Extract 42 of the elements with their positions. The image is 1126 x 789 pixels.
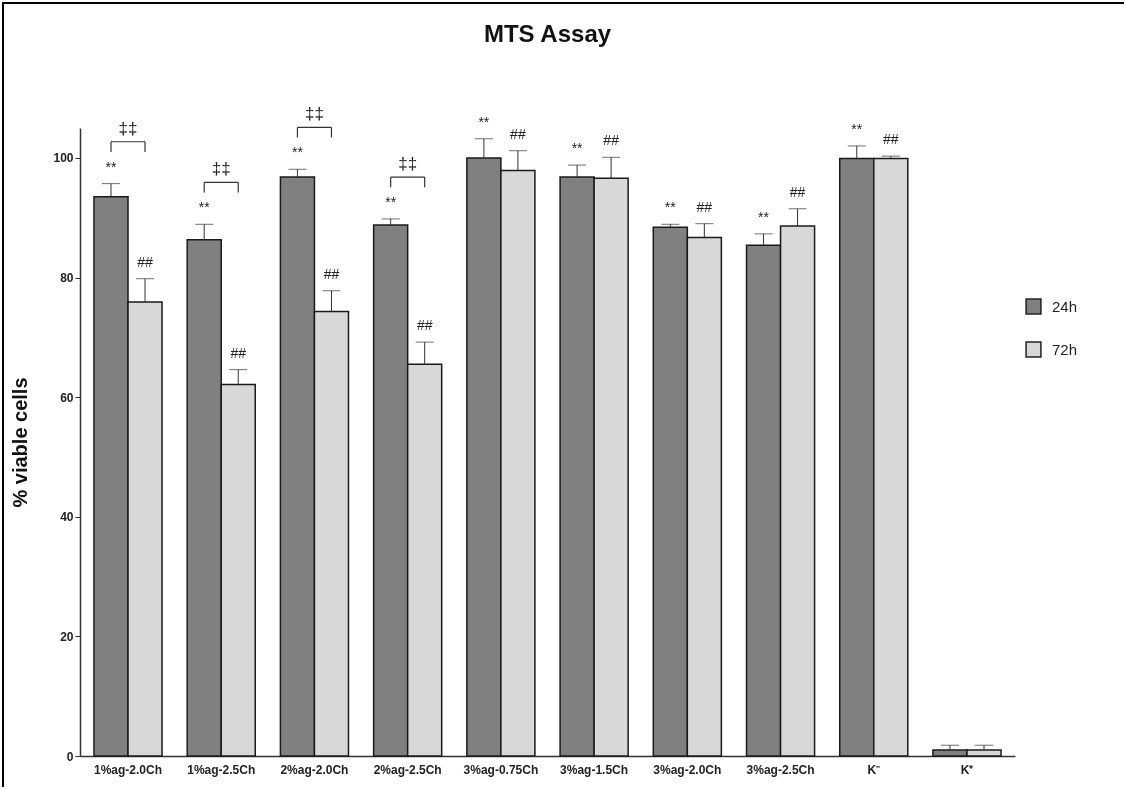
data-label: ** [758, 208, 770, 225]
x-tick-label: 2%ag-2.0Ch [280, 762, 349, 777]
y-tick-label: 20 [60, 629, 74, 644]
x-tick-label: K⁻ [867, 762, 881, 777]
x-tick-label: 3%ag-1.5Ch [560, 762, 629, 777]
x-tick-label: K⁺ [960, 762, 974, 777]
data-label: ## [603, 132, 620, 149]
annotation: ‡‡ [211, 159, 231, 179]
annotation: ‡‡ [118, 118, 138, 138]
legend-label: 72h [1052, 340, 1078, 358]
data-label: ## [416, 317, 433, 334]
x-tick-label: 3%ag-0.75Ch [463, 762, 539, 777]
y-tick-label: 0 [66, 749, 74, 764]
y-tick-label: 60 [60, 390, 74, 405]
data-label: ## [882, 131, 899, 148]
data-label: ** [291, 144, 304, 161]
x-tick-label: 3%ag-2.5Ch [746, 762, 815, 777]
data-label: ** [851, 120, 863, 137]
y-tick-label: 80 [60, 271, 74, 286]
x-tick-label: 1%ag-2.5Ch [187, 762, 256, 777]
data-label: ** [385, 193, 397, 210]
x-tick-label: 2%ag-2.5Ch [373, 762, 442, 777]
data-label: ## [696, 198, 713, 215]
x-tick-label: 3%ag-2.0Ch [653, 762, 722, 777]
data-label: ** [664, 199, 677, 216]
data-label: ** [571, 140, 584, 157]
text: ‡‡ [304, 104, 324, 124]
data-label: ## [510, 125, 526, 142]
y-axis-title: % viable cells [9, 377, 32, 508]
data-label: ## [789, 183, 806, 200]
y-tick-label: 100 [53, 151, 74, 166]
data-label: ## [230, 344, 247, 361]
data-label: ** [198, 199, 211, 216]
data-label: ## [137, 253, 154, 270]
legend-label: 24h [1052, 297, 1078, 315]
data-label: ## [323, 265, 340, 282]
data-label: ** [478, 113, 490, 130]
annotation: ‡‡ [398, 154, 418, 174]
x-tick-label: 1%ag-2.0Ch [93, 762, 163, 777]
chart-title: MTS Assay [483, 20, 612, 48]
data-label: ** [105, 158, 117, 175]
y-tick-label: 40 [60, 510, 74, 525]
